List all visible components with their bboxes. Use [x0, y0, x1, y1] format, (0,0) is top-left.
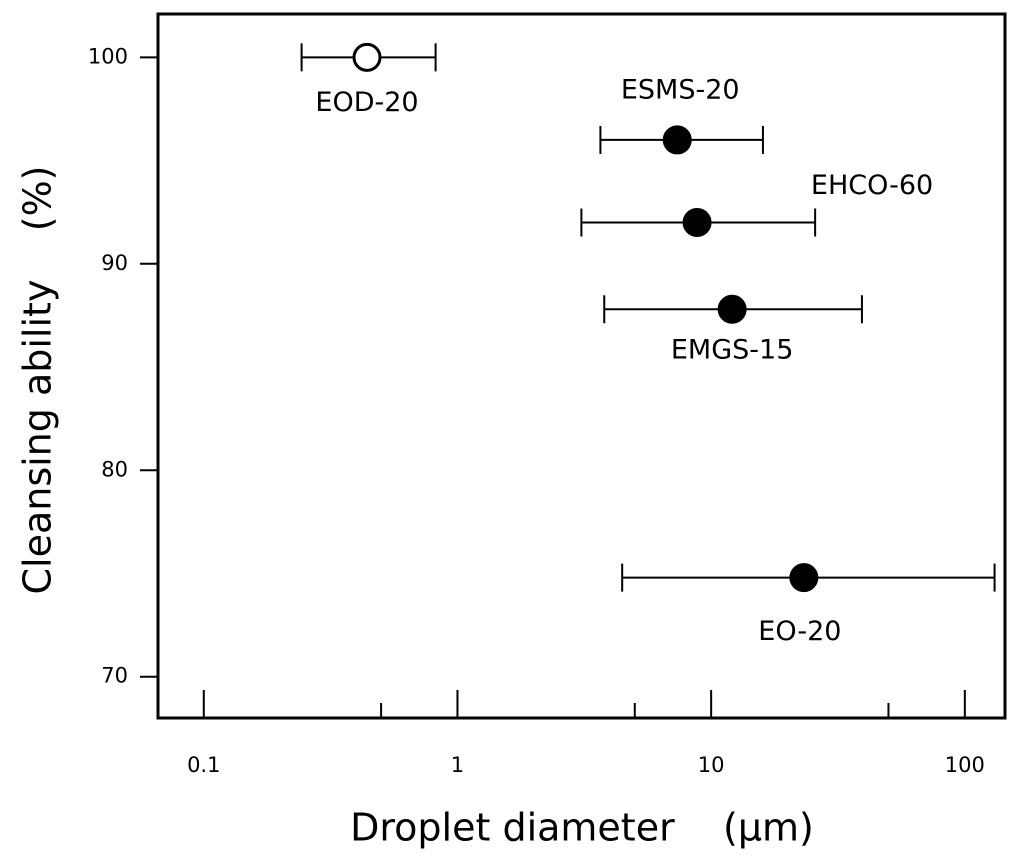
- y-tick-label: 80: [101, 457, 128, 481]
- x-tick-label: 1: [451, 753, 464, 777]
- point-label: EOD-20: [315, 87, 418, 118]
- plot-frame: [156, 12, 1007, 720]
- point: [352, 42, 382, 72]
- point-label: EMGS-15: [671, 335, 794, 366]
- y-tick-label: 90: [101, 251, 128, 275]
- point: [662, 125, 692, 155]
- y-axis-label: Cleansing ability (%): [16, 165, 60, 594]
- point-label: EO-20: [758, 616, 841, 647]
- point: [682, 208, 712, 238]
- x-tick-label: 10: [698, 753, 725, 777]
- y-tick-label: 70: [101, 664, 128, 688]
- y-tick-label: 100: [88, 44, 128, 68]
- point-label: EHCO-60: [811, 170, 933, 201]
- x-tick-label: 100: [945, 753, 985, 777]
- x-axis-label: Droplet diameter (µm): [350, 806, 814, 850]
- x-tick-label: 0.1: [187, 753, 220, 777]
- point: [789, 563, 819, 593]
- point: [717, 294, 747, 324]
- point-label: ESMS-20: [621, 74, 740, 105]
